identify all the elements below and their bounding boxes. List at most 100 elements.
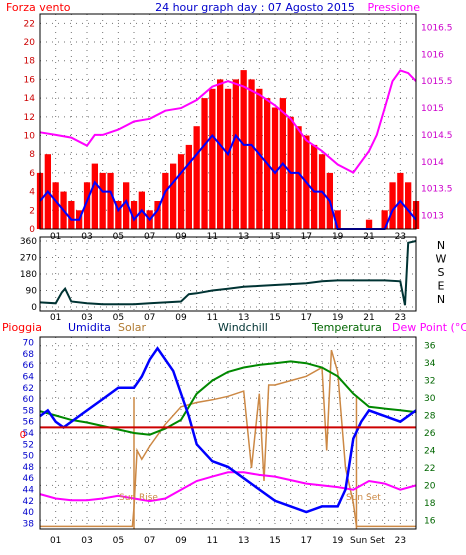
temperature-label: Temperatura bbox=[311, 321, 382, 334]
humidity-tick-label: 40 bbox=[23, 508, 35, 518]
gust-bar bbox=[311, 144, 318, 229]
gust-bar bbox=[68, 201, 75, 229]
gust-bar bbox=[83, 182, 91, 229]
x-tick-label: 09 bbox=[175, 536, 187, 546]
temp-humidity-series bbox=[39, 346, 417, 529]
x-tick-label: 17 bbox=[301, 313, 312, 323]
humidity-tick-label: 60 bbox=[23, 395, 35, 405]
humidity-tick-label: 70 bbox=[23, 339, 35, 349]
gust-bar bbox=[240, 70, 247, 229]
gust-bar bbox=[224, 88, 232, 229]
x-tick-label: 09 bbox=[175, 313, 187, 323]
humidity-tick-label: 58 bbox=[23, 406, 35, 416]
wind-speed-label: Forza vento bbox=[6, 1, 71, 14]
x-tick-label: 19 bbox=[332, 313, 344, 323]
y-left-tick-label: 10 bbox=[24, 132, 36, 142]
x-tick-label: 11 bbox=[207, 313, 218, 323]
wind-pressure-series bbox=[36, 69, 420, 230]
x-tick-label: 13 bbox=[238, 313, 249, 323]
gust-bar bbox=[115, 201, 122, 229]
humidity-tick-label: 68 bbox=[23, 350, 35, 360]
wind-direction-line bbox=[39, 240, 417, 306]
direction-tick-label: 0 bbox=[31, 303, 37, 313]
dew-point-label: Dew Point (°C) bbox=[392, 321, 466, 334]
x-tick-label: 15 bbox=[269, 313, 280, 323]
temperature-tick-label: 30 bbox=[424, 394, 436, 404]
y-left-tick-label: 22 bbox=[24, 19, 35, 29]
gust-bar bbox=[123, 182, 130, 229]
graph-title: 24 hour graph day : 07 Agosto 2015 bbox=[155, 1, 355, 14]
y-left-tick-label: 20 bbox=[24, 38, 36, 48]
gust-bar bbox=[185, 144, 192, 229]
gust-bar bbox=[209, 88, 216, 229]
gust-bar bbox=[405, 182, 412, 229]
sun-set-axis-label: Sun Set bbox=[350, 536, 385, 546]
direction-tick-label: 180 bbox=[20, 270, 37, 280]
gust-bar bbox=[389, 182, 396, 229]
wind-direction-grid bbox=[39, 237, 417, 311]
y-right-tick-label: 1013.5 bbox=[421, 185, 453, 195]
gust-bar bbox=[154, 201, 161, 229]
humidity-tick-label: 42 bbox=[23, 497, 34, 507]
y-left-tick-label: 4 bbox=[29, 188, 35, 198]
gust-bar bbox=[130, 201, 138, 229]
solar-label: Solar bbox=[118, 321, 147, 334]
humidity-tick-label: 52 bbox=[23, 440, 34, 450]
wind-pressure-panel: 0 2 4 6 8 10 12 14 16 18 20 22 1013 1013.5 1014 1014.5 1… bbox=[24, 13, 453, 242]
temperature-line bbox=[39, 360, 417, 436]
y-right-tick-label: 1013 bbox=[421, 212, 444, 222]
compass-label: S bbox=[438, 266, 445, 279]
y-right-tick-label: 1015 bbox=[421, 104, 444, 114]
temperature-tick-label: 18 bbox=[424, 499, 436, 509]
temperature-tick-label: 16 bbox=[424, 516, 436, 526]
x-tick-label: 13 bbox=[238, 536, 249, 546]
humidity-tick-label: 50 bbox=[23, 452, 35, 462]
temperature-tick-label: 32 bbox=[424, 377, 435, 387]
y-right-tick-label: 1014 bbox=[421, 158, 444, 168]
x-tick-label: 07 bbox=[144, 536, 155, 546]
y-right-tick-label: 1016 bbox=[421, 50, 444, 60]
humidity-tick-label: 46 bbox=[23, 474, 35, 484]
compass-label: W bbox=[436, 253, 447, 266]
gust-bar bbox=[162, 172, 169, 229]
compass-label: E bbox=[438, 280, 445, 293]
compass-label: N bbox=[437, 293, 445, 306]
wind-direction-frame bbox=[39, 236, 417, 312]
x-tick-label: 03 bbox=[81, 536, 92, 546]
y-left-tick-label: 14 bbox=[24, 94, 36, 104]
solar-line bbox=[40, 349, 416, 528]
direction-tick-label: 270 bbox=[20, 254, 37, 264]
y-left-tick-label: 12 bbox=[24, 113, 35, 123]
pressure-label: Pressione bbox=[368, 1, 421, 14]
gust-bar bbox=[99, 172, 106, 229]
y-left-tick-label: 2 bbox=[29, 206, 35, 216]
direction-tick-label: 360 bbox=[20, 237, 37, 247]
humidity-tick-label: 54 bbox=[23, 429, 35, 439]
y-left-tick-label: 8 bbox=[29, 150, 35, 160]
gust-bar bbox=[334, 210, 341, 229]
temperature-tick-label: 24 bbox=[424, 446, 436, 456]
gust-bar bbox=[201, 98, 208, 229]
humidity-tick-label: 64 bbox=[23, 373, 35, 383]
dew-point-line bbox=[39, 471, 417, 503]
pressure-line bbox=[39, 69, 417, 174]
y-left-tick-label: 16 bbox=[24, 75, 36, 85]
x-tick-label: 21 bbox=[363, 313, 374, 323]
gust-bar bbox=[232, 79, 239, 230]
temperature-tick-label: 28 bbox=[424, 412, 436, 422]
humidity-tick-label: 66 bbox=[23, 361, 35, 371]
compass-label: N bbox=[437, 239, 445, 252]
x-tick-label: 01 bbox=[50, 313, 61, 323]
sun-rise-label: Sun Rise bbox=[119, 493, 158, 503]
temperature-tick-label: 20 bbox=[424, 481, 436, 491]
sun-set-label: Sun Set bbox=[346, 493, 381, 503]
y-left-tick-label: 18 bbox=[24, 57, 36, 67]
y-left-tick-label: 6 bbox=[29, 169, 35, 179]
x-tick-label: 07 bbox=[144, 313, 155, 323]
humidity-label: Umidita bbox=[68, 321, 111, 334]
gust-bar bbox=[193, 126, 200, 229]
x-tick-label: 15 bbox=[269, 536, 280, 546]
x-tick-label: 23 bbox=[395, 536, 406, 546]
